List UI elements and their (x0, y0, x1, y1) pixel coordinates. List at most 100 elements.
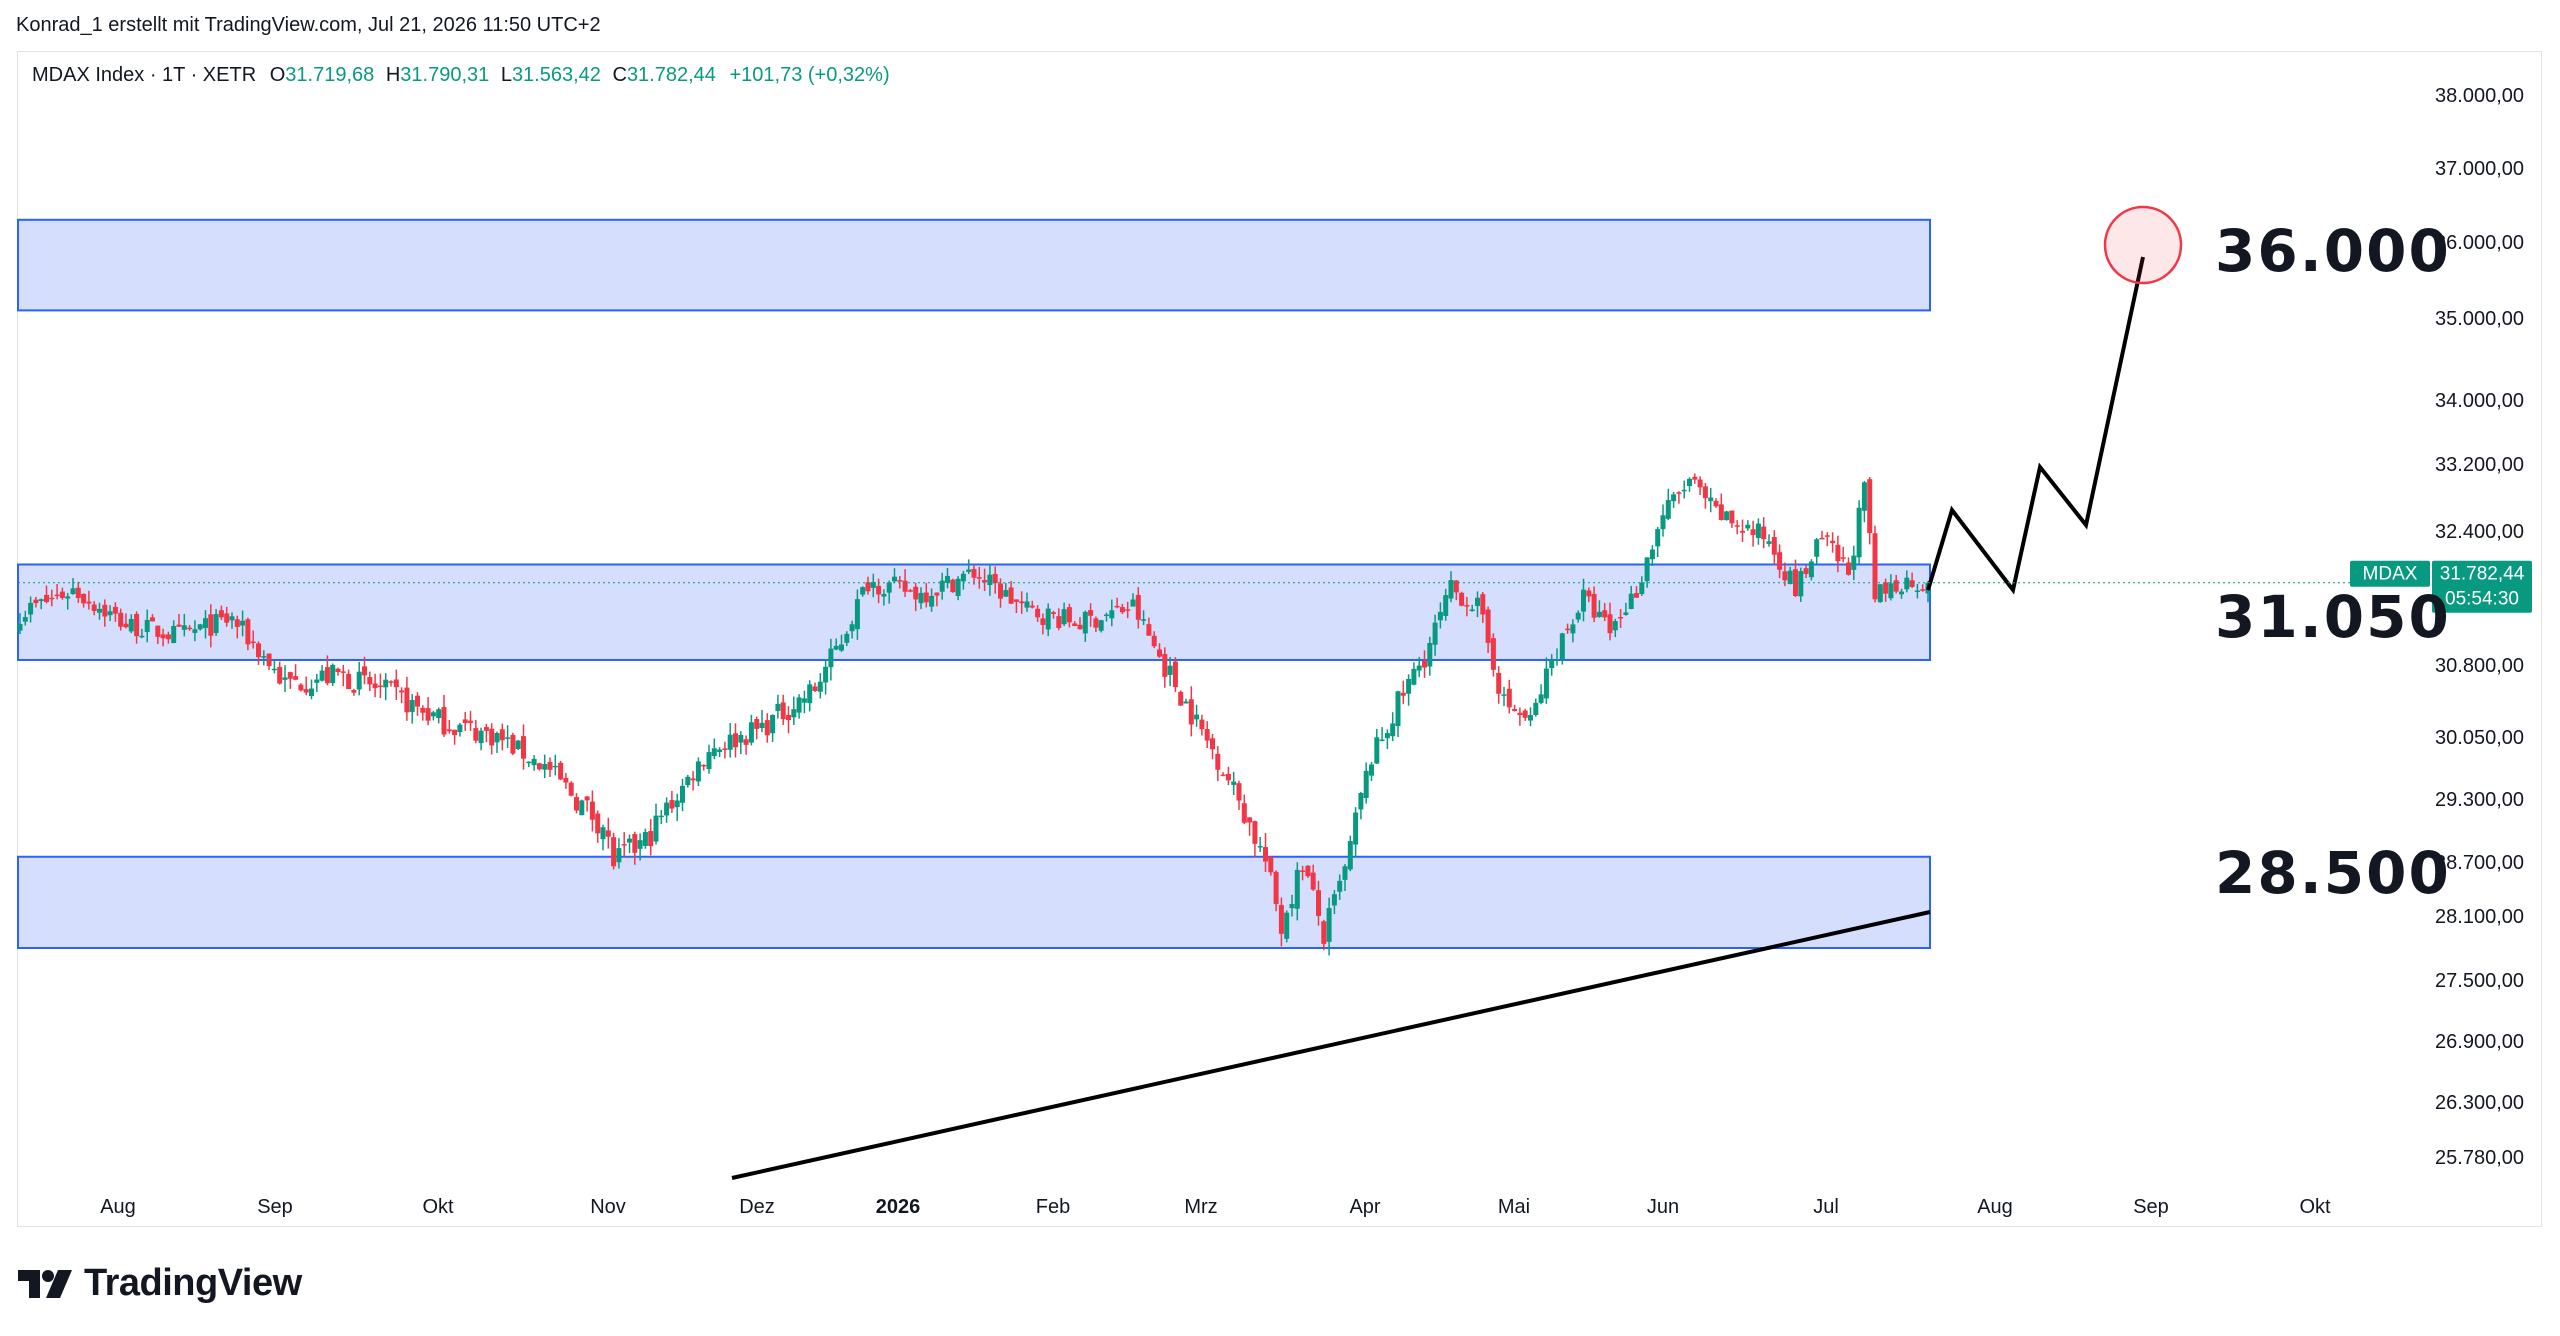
candle (674, 793, 680, 821)
candle (1146, 617, 1152, 636)
symbol-legend[interactable]: MDAX Index · 1T · XETR O31.719,68 H31.79… (32, 64, 890, 87)
candle (139, 628, 145, 639)
candle (1098, 619, 1104, 633)
candle-body (1533, 702, 1539, 716)
candle (65, 592, 71, 610)
candle-body (22, 617, 28, 622)
candle-body (892, 576, 897, 582)
candle (112, 602, 118, 622)
candle-body (176, 624, 182, 627)
candle (584, 795, 590, 812)
candle-body (383, 679, 389, 688)
candle (1702, 482, 1708, 509)
candle (515, 739, 521, 750)
candle-body (886, 582, 892, 593)
candle-body (1130, 599, 1136, 607)
candle-body (1167, 665, 1173, 675)
candle (1612, 618, 1618, 638)
candle (192, 620, 198, 642)
candle (1013, 599, 1019, 614)
change-value: +101,73 (+0,32%) (729, 64, 890, 86)
candle (1162, 647, 1168, 688)
candle (600, 824, 606, 851)
x-tick-label: Okt (422, 1196, 454, 1218)
candle (1273, 870, 1279, 912)
candle-body (1522, 710, 1528, 718)
candle (1008, 580, 1014, 605)
candle (1485, 606, 1491, 653)
candle (118, 608, 124, 631)
candle (1517, 707, 1523, 726)
candle-body (1093, 618, 1099, 628)
candle-body (1119, 607, 1125, 613)
candle-body (1612, 621, 1618, 631)
candle-body (1830, 540, 1836, 544)
symbol-name[interactable]: MDAX Index · 1T · XETR (32, 64, 257, 86)
candle-body (1660, 515, 1666, 530)
candle-body (1443, 595, 1449, 616)
candle-body (91, 604, 97, 611)
candle (648, 819, 654, 856)
candle (1708, 487, 1714, 513)
candle (976, 566, 982, 589)
candle-body (595, 813, 601, 834)
candle (701, 764, 707, 771)
candle-body (690, 778, 696, 781)
candle (1204, 721, 1210, 749)
candle-body (1231, 781, 1237, 785)
price-tag-symbol: MDAX (2363, 564, 2418, 585)
candle-body (468, 720, 473, 723)
tradingview-logo-icon (18, 1269, 72, 1298)
target-circle (2103, 205, 2183, 285)
candle-body (404, 687, 410, 713)
candle (823, 659, 829, 695)
candle (1602, 603, 1608, 622)
candle (123, 613, 129, 629)
candle (892, 568, 897, 584)
candle-body (1761, 526, 1767, 540)
candle-body (780, 702, 786, 720)
candle-body (833, 645, 839, 650)
candle (1596, 600, 1602, 618)
candle (1883, 578, 1889, 602)
candle (1899, 588, 1904, 599)
candle-body (1278, 905, 1284, 934)
candle-body (218, 610, 224, 618)
candle (929, 588, 935, 612)
open-label: O (269, 64, 286, 86)
candle (324, 655, 330, 686)
candle-body (1740, 530, 1745, 533)
y-tick-label: 30.800,00 (2435, 655, 2524, 677)
candle-body (1369, 764, 1374, 776)
candle-body (229, 616, 235, 621)
candle (1236, 780, 1242, 810)
candle (1114, 597, 1120, 609)
candle (165, 631, 171, 644)
candle (309, 679, 314, 700)
price-tag-value-bg (2432, 560, 2532, 613)
candle-body (1347, 841, 1353, 870)
candle (1268, 856, 1274, 876)
candle (1506, 679, 1512, 714)
candle-body (897, 580, 903, 582)
candle-body (1294, 869, 1300, 909)
y-tick-label: 35.000,00 (2435, 308, 2524, 330)
y-tick-label: 26.900,00 (2435, 1031, 2524, 1053)
candle (499, 723, 505, 751)
candle-body (181, 625, 187, 630)
candle (1257, 837, 1263, 853)
candle-body (33, 599, 39, 604)
tradingview-logo[interactable]: TradingView (18, 1262, 302, 1305)
candle (1893, 574, 1899, 594)
zone-1 (17, 218, 1931, 312)
candle-body (945, 575, 950, 583)
candle-body (1607, 614, 1613, 634)
candle-body (552, 765, 558, 768)
candle (1374, 728, 1380, 764)
candle (356, 661, 362, 696)
candle-body (266, 653, 272, 667)
candle-body (335, 668, 341, 673)
candle-body (1745, 524, 1751, 529)
candle-body (1384, 733, 1390, 739)
